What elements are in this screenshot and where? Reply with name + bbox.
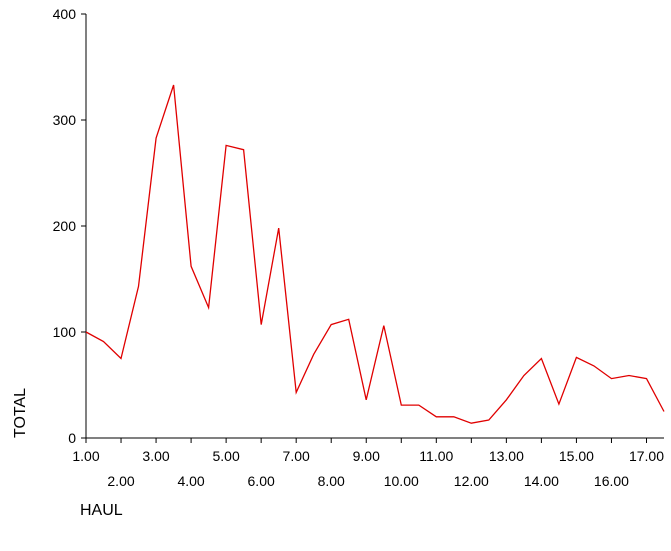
x-tick-label: 14.00 xyxy=(524,473,559,489)
x-tick-label: 10.00 xyxy=(384,473,419,489)
x-tick-label: 11.00 xyxy=(419,448,453,464)
y-axis-ticks: 0 100 200 300 400 xyxy=(53,6,86,446)
x-tick-label: 2.00 xyxy=(107,473,134,489)
y-tick-label: 400 xyxy=(53,6,77,22)
x-tick-label: 9.00 xyxy=(353,448,380,464)
plot-frame xyxy=(85,14,664,439)
x-tick-label: 17.00 xyxy=(629,448,664,464)
series-line xyxy=(85,84,665,424)
x-tick-label: 15.00 xyxy=(559,448,594,464)
x-tick-label: 13.00 xyxy=(489,448,524,464)
x-tick-label: 8.00 xyxy=(318,473,345,489)
y-axis-title: TOTAL xyxy=(12,388,29,438)
x-tick-label: 12.00 xyxy=(454,473,489,489)
y-tick-label: 0 xyxy=(68,430,76,446)
y-tick-label: 200 xyxy=(53,218,77,234)
x-tick-label: 16.00 xyxy=(594,473,629,489)
series-layer xyxy=(85,84,665,424)
x-tick-label: 4.00 xyxy=(177,473,204,489)
x-tick-label: 7.00 xyxy=(283,448,310,464)
y-tick-label: 100 xyxy=(53,324,77,340)
x-tick-label: 3.00 xyxy=(142,448,169,464)
x-tick-label: 6.00 xyxy=(248,473,275,489)
x-tick-label: 1.00 xyxy=(72,448,99,464)
x-axis-ticks: 1.00 3.00 5.00 7.00 9.00 11.00 13.00 15.00 17.00… xyxy=(72,438,664,489)
x-tick-label: 5.00 xyxy=(212,448,239,464)
x-axis-title: HAUL xyxy=(80,502,123,519)
y-tick-label: 300 xyxy=(53,112,77,128)
